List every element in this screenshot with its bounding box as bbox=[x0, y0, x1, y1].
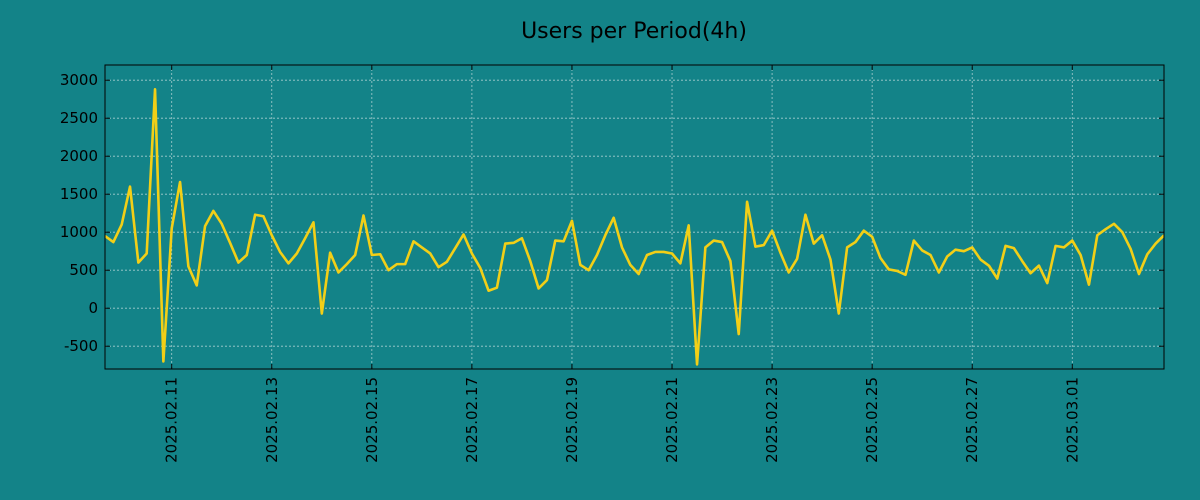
x-tick-label: 2025.02.21 bbox=[663, 377, 681, 463]
y-tick-label: 3000 bbox=[60, 71, 98, 89]
axis-tick-labels: -500 0 500 1000 1500 2000 2500 3000 2025.02.11 20… bbox=[60, 71, 1081, 463]
axis-ticks bbox=[105, 65, 1164, 369]
x-tick-label: 2025.02.11 bbox=[163, 377, 181, 463]
x-tick-label: 2025.02.19 bbox=[563, 377, 581, 463]
x-tick-label: 2025.02.23 bbox=[763, 377, 781, 463]
y-tick-label: 500 bbox=[69, 261, 98, 279]
y-tick-label: 0 bbox=[88, 299, 98, 317]
series-line-users bbox=[105, 88, 1164, 366]
plot-frame bbox=[104, 64, 1165, 370]
x-tick-label: 2025.03.01 bbox=[1063, 377, 1081, 463]
y-tick-label: 1500 bbox=[60, 185, 98, 203]
y-tick-label: 2000 bbox=[60, 147, 98, 165]
y-tick-label: 2500 bbox=[60, 109, 98, 127]
x-tick-label: 2025.02.13 bbox=[263, 377, 281, 463]
grid-lines bbox=[105, 65, 1164, 369]
y-tick-label: -500 bbox=[64, 337, 98, 355]
x-tick-label: 2025.02.17 bbox=[463, 377, 481, 463]
x-tick-label: 2025.02.25 bbox=[863, 377, 881, 463]
chart-title: Users per Period(4h) bbox=[521, 19, 747, 44]
x-tick-label: 2025.02.27 bbox=[963, 377, 981, 463]
series-layer bbox=[105, 88, 1164, 366]
x-tick-label: 2025.02.15 bbox=[363, 377, 381, 463]
y-tick-label: 1000 bbox=[60, 223, 98, 241]
